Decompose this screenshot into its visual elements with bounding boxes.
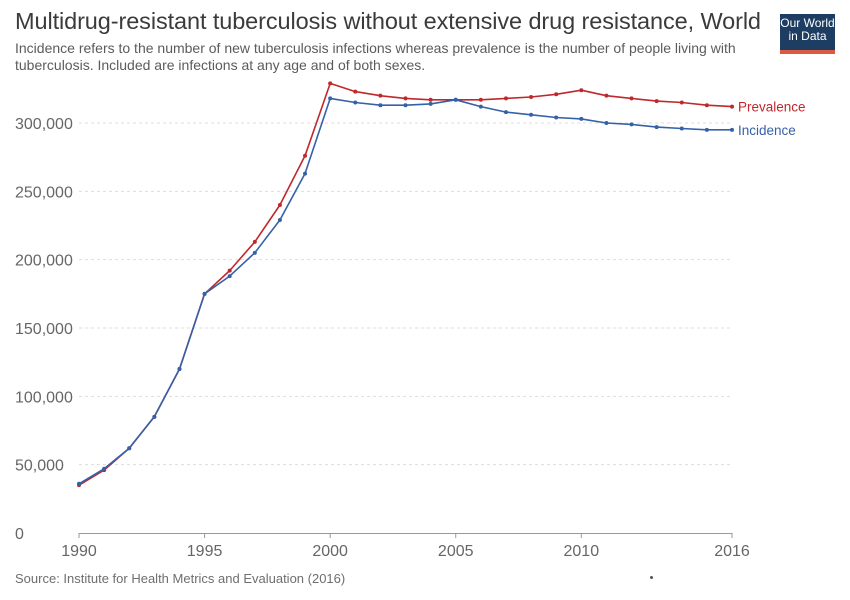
prevalence-point[interactable] [252, 239, 257, 244]
incidence-point[interactable] [252, 250, 257, 255]
incidence-point[interactable] [328, 96, 333, 101]
incidence-point[interactable] [227, 274, 232, 279]
prevalence-point[interactable] [328, 81, 333, 86]
prevalence-point[interactable] [403, 96, 408, 101]
prevalence-point[interactable] [604, 93, 609, 98]
series-layer: Prevalence Incidence [77, 81, 806, 488]
prevalence-point[interactable] [629, 96, 634, 101]
incidence-point[interactable] [453, 97, 458, 102]
y-tick-label: 50,000 [15, 458, 64, 475]
prevalence-point[interactable] [428, 97, 433, 102]
incidence-point[interactable] [478, 104, 483, 109]
prevalence-point[interactable] [529, 95, 534, 100]
incidence-point[interactable] [629, 122, 634, 127]
incidence-point[interactable] [127, 446, 132, 451]
y-tick-label: 150,000 [15, 321, 73, 338]
incidence-point[interactable] [704, 127, 709, 132]
prevalence-point[interactable] [679, 100, 684, 105]
incidence-point[interactable] [102, 466, 107, 471]
incidence-point[interactable] [554, 115, 559, 120]
y-tick-label: 250,000 [15, 184, 73, 201]
x-tick-label: 1990 [61, 543, 97, 560]
y-tick-label: 100,000 [15, 389, 73, 406]
logo-accent-bar [780, 50, 835, 54]
incidence-point[interactable] [730, 127, 734, 132]
incidence-point[interactable] [654, 125, 659, 130]
prevalence-point[interactable] [353, 89, 358, 94]
prevalence-point[interactable] [654, 99, 659, 104]
x-tick-label: 2000 [312, 543, 348, 560]
incidence-point[interactable] [152, 414, 157, 419]
incidence-point[interactable] [77, 481, 81, 486]
incidence-point[interactable] [428, 101, 433, 106]
y-tick-label: 0 [15, 526, 24, 543]
prevalence-point[interactable] [378, 93, 383, 98]
prevalence-point[interactable] [303, 153, 308, 158]
prevalence-point[interactable] [277, 203, 282, 207]
incidence-point[interactable] [679, 126, 684, 131]
prevalence-point[interactable] [503, 96, 508, 101]
chart-subtitle: Incidence refers to the number of new tu… [15, 40, 736, 73]
source-note: Source: Institute for Health Metrics and… [15, 571, 346, 586]
x-tick-label: 1995 [187, 543, 223, 560]
incidence-point[interactable] [303, 171, 308, 176]
x-tick-label: 2010 [564, 543, 600, 560]
logo-line-1: Our World [780, 16, 835, 30]
incidence-point[interactable] [604, 121, 609, 125]
incidence-point[interactable] [378, 103, 383, 108]
incidence-point[interactable] [529, 112, 534, 117]
incidence-point[interactable] [277, 218, 282, 223]
grid-layer [79, 122, 732, 466]
footer-dot [650, 576, 653, 579]
x-tick-label: 2016 [714, 543, 750, 560]
prevalence-point[interactable] [227, 268, 232, 273]
incidence-series-label[interactable]: Incidence [738, 123, 796, 138]
prevalence-point[interactable] [554, 92, 559, 97]
logo-line-2: in Data [788, 29, 827, 43]
prevalence-line[interactable] [78, 82, 733, 486]
prevalence-point[interactable] [704, 103, 709, 108]
prevalence-point[interactable] [730, 104, 734, 109]
prevalence-point[interactable] [478, 97, 483, 102]
x-tick-label: 2005 [438, 543, 474, 560]
incidence-point[interactable] [202, 291, 207, 296]
incidence-point[interactable] [503, 110, 508, 115]
prevalence-point[interactable] [579, 88, 584, 93]
incidence-line[interactable] [78, 97, 732, 485]
incidence-point[interactable] [579, 116, 584, 121]
incidence-point[interactable] [403, 103, 408, 108]
prevalence-series-label[interactable]: Prevalence [738, 100, 806, 115]
owid-logo[interactable]: Our World in Data [780, 14, 835, 54]
incidence-point[interactable] [177, 367, 182, 371]
y-tick-label: 200,000 [15, 253, 73, 270]
incidence-point[interactable] [353, 100, 358, 105]
y-tick-label: 300,000 [15, 116, 73, 133]
chart-title: Multidrug-resistant tuberculosis without… [15, 8, 761, 34]
axis-layer: 0 50,000 100,000 150,000 200,000 250,000 300,0… [15, 116, 750, 560]
